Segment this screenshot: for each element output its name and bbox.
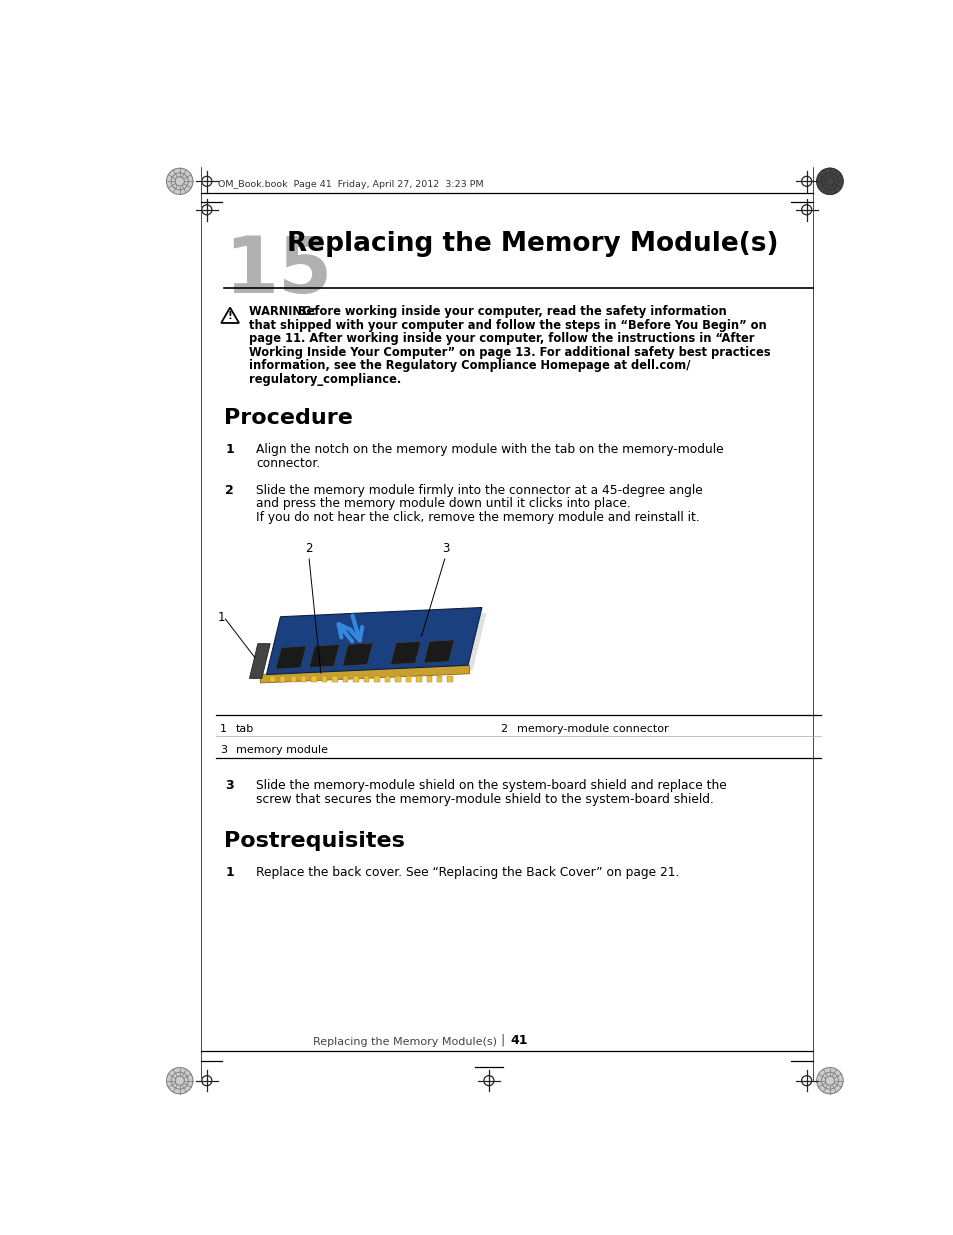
Polygon shape: [266, 608, 481, 674]
Text: 2: 2: [225, 484, 233, 496]
Text: 1: 1: [217, 611, 225, 624]
Text: 3: 3: [442, 542, 450, 556]
Polygon shape: [321, 676, 327, 682]
Text: tab: tab: [235, 724, 253, 734]
Polygon shape: [395, 676, 400, 682]
Text: memory-module connector: memory-module connector: [517, 724, 668, 734]
Text: Replacing the Memory Module(s): Replacing the Memory Module(s): [314, 1037, 497, 1047]
Text: memory module: memory module: [235, 745, 327, 756]
Polygon shape: [405, 676, 411, 682]
Text: 3: 3: [225, 779, 233, 792]
Polygon shape: [416, 676, 421, 682]
Text: 2: 2: [499, 724, 507, 734]
Circle shape: [483, 1076, 494, 1086]
Polygon shape: [311, 676, 316, 682]
Polygon shape: [270, 676, 274, 682]
Polygon shape: [353, 676, 358, 682]
Text: Procedure: Procedure: [224, 408, 353, 427]
Text: 3: 3: [220, 745, 227, 756]
Text: page 11. After working inside your computer, follow the instructions in “After: page 11. After working inside your compu…: [249, 332, 754, 346]
Polygon shape: [447, 676, 453, 682]
Polygon shape: [260, 666, 469, 683]
Circle shape: [167, 168, 193, 194]
Circle shape: [816, 1067, 842, 1094]
Text: 1: 1: [225, 443, 233, 456]
Polygon shape: [291, 676, 295, 682]
Polygon shape: [390, 641, 420, 664]
Text: Working Inside Your Computer” on page 13. For additional safety best practices: Working Inside Your Computer” on page 13…: [249, 346, 770, 358]
Circle shape: [816, 168, 842, 194]
Text: 1: 1: [225, 866, 233, 879]
Polygon shape: [342, 643, 373, 666]
Text: Slide the memory-module shield on the system-board shield and replace the: Slide the memory-module shield on the sy…: [256, 779, 726, 792]
Polygon shape: [280, 676, 285, 682]
Text: and press the memory module down until it clicks into place.: and press the memory module down until i…: [256, 498, 631, 510]
Text: OM_Book.book  Page 41  Friday, April 27, 2012  3:23 PM: OM_Book.book Page 41 Friday, April 27, 2…: [217, 180, 483, 189]
Circle shape: [202, 177, 212, 186]
Text: !: !: [228, 311, 233, 321]
Text: regulatory_compliance.: regulatory_compliance.: [249, 373, 401, 385]
Text: Before working inside your computer, read the safety information: Before working inside your computer, rea…: [298, 305, 726, 319]
Circle shape: [167, 1067, 193, 1094]
Polygon shape: [332, 676, 337, 682]
Polygon shape: [426, 676, 432, 682]
Text: WARNING:: WARNING:: [249, 305, 324, 319]
Polygon shape: [374, 676, 379, 682]
Text: Replacing the Memory Module(s): Replacing the Memory Module(s): [287, 231, 778, 257]
Circle shape: [801, 205, 811, 215]
Polygon shape: [309, 645, 339, 668]
Polygon shape: [423, 640, 454, 663]
Polygon shape: [249, 643, 270, 678]
Text: information, see the Regulatory Compliance Homepage at dell.com/: information, see the Regulatory Complian…: [249, 359, 690, 372]
Text: |: |: [500, 1034, 504, 1047]
Polygon shape: [436, 676, 442, 682]
Polygon shape: [363, 676, 369, 682]
Circle shape: [202, 205, 212, 215]
Text: screw that secures the memory-module shield to the system-board shield.: screw that secures the memory-module shi…: [256, 793, 714, 805]
Text: Slide the memory module firmly into the connector at a 45-degree angle: Slide the memory module firmly into the …: [256, 484, 702, 496]
Text: Align the notch on the memory module with the tab on the memory-module: Align the notch on the memory module wit…: [256, 443, 723, 456]
Circle shape: [801, 177, 811, 186]
Text: 2: 2: [305, 542, 313, 556]
Text: connector.: connector.: [256, 457, 320, 469]
Polygon shape: [301, 676, 306, 682]
Circle shape: [202, 1076, 212, 1086]
Text: that shipped with your computer and follow the steps in “Before You Begin” on: that shipped with your computer and foll…: [249, 319, 766, 332]
Text: 41: 41: [510, 1034, 528, 1047]
Text: 15: 15: [224, 233, 332, 309]
Polygon shape: [384, 676, 390, 682]
Polygon shape: [275, 646, 306, 669]
Text: 1: 1: [220, 724, 227, 734]
Polygon shape: [271, 613, 486, 680]
Text: If you do not hear the click, remove the memory module and reinstall it.: If you do not hear the click, remove the…: [256, 511, 700, 524]
Text: Replace the back cover. See “Replacing the Back Cover” on page 21.: Replace the back cover. See “Replacing t…: [256, 866, 679, 879]
Polygon shape: [342, 676, 348, 682]
Text: Postrequisites: Postrequisites: [224, 831, 404, 851]
Circle shape: [801, 1076, 811, 1086]
